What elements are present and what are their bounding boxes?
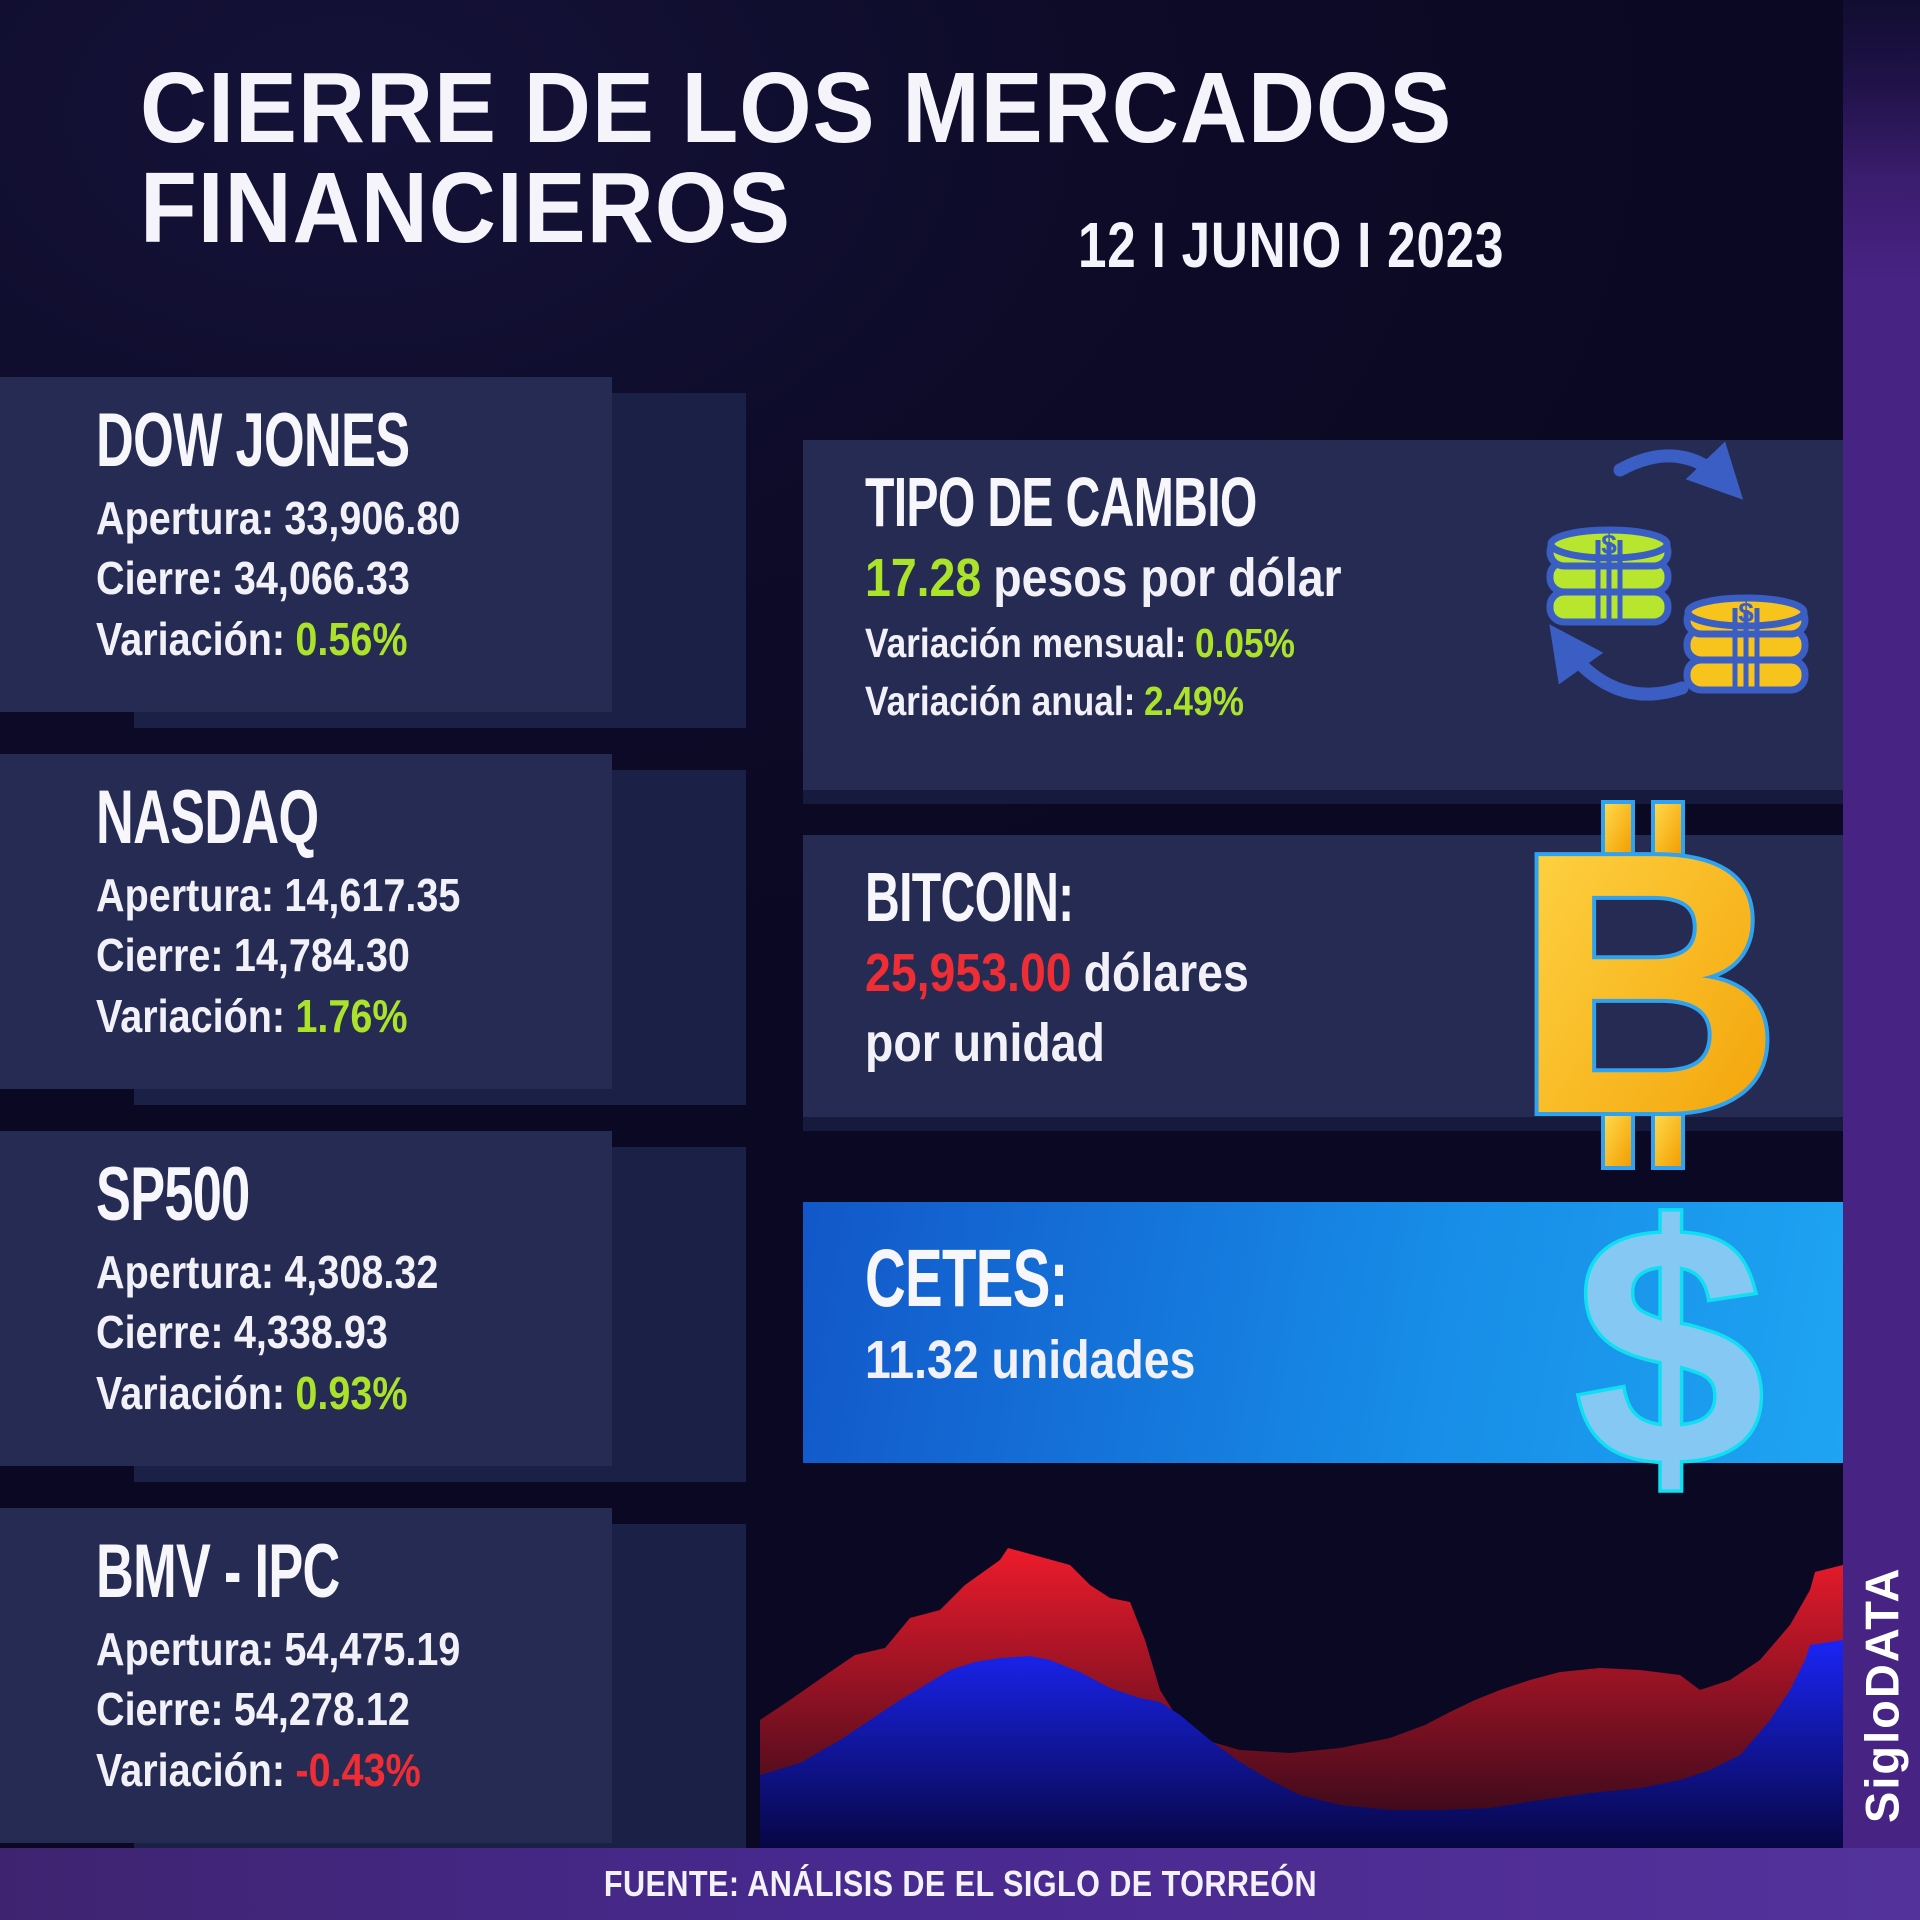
- bitcoin-unit-line: por unidad: [865, 1012, 1105, 1073]
- exchange-rate-suffix: pesos por dólar: [993, 547, 1342, 608]
- line-label: Cierre:: [96, 552, 224, 605]
- line-value: 14,784.30: [233, 929, 410, 982]
- dollar-icon: $: [1572, 1168, 1768, 1498]
- bitcoin-icon: B: [1510, 800, 1786, 1170]
- index-close-line: Cierre: 34,066.33: [96, 553, 708, 605]
- line-value: 2.49%: [1144, 677, 1245, 724]
- line-label: Apertura:: [96, 868, 275, 921]
- line-label: Apertura:: [96, 1622, 275, 1675]
- line-label: Variación mensual:: [865, 619, 1187, 666]
- line-label: Cierre:: [96, 929, 224, 982]
- page-title: CIERRE DE LOS MERCADOS FINANCIEROS: [140, 58, 1551, 258]
- market-trend-area-chart: [760, 1548, 1843, 1850]
- index-variation-line: Variación: 0.56%: [96, 612, 708, 666]
- yellow-coin-stack: $: [1683, 594, 1809, 694]
- index-name: SP500: [96, 1152, 250, 1237]
- index-card-sp500: SP500 Apertura: 4,308.32 Cierre: 4,338.93 …: [0, 1131, 612, 1466]
- bitcoin-title: BITCOIN:: [865, 858, 1074, 936]
- siglodata-watermark: SigloDATA: [1855, 1566, 1909, 1824]
- page-title-line2: FINANCIEROS: [140, 152, 791, 264]
- index-name: DOW JONES: [96, 398, 410, 483]
- coins-exchange-icon: $ $: [1546, 441, 1809, 701]
- index-open-line: Apertura: 33,906.80: [96, 491, 708, 545]
- line-value: 4,308.32: [284, 1245, 439, 1298]
- footer-bar: FUENTE: ANÁLISIS DE EL SIGLO DE TORREÓN: [0, 1848, 1920, 1920]
- line-label: Cierre:: [96, 1306, 224, 1359]
- index-name: BMV - IPC: [96, 1529, 340, 1614]
- index-variation-line: Variación: -0.43%: [96, 1743, 708, 1797]
- index-card-dow-jones: DOW JONES Apertura: 33,906.80 Cierre: 34,0…: [0, 377, 612, 712]
- svg-text:$: $: [1601, 529, 1617, 560]
- index-open-line: Apertura: 14,617.35: [96, 868, 708, 922]
- exchange-rate-line: 17.28 pesos por dólar: [865, 548, 1905, 608]
- chart-blue-series: [760, 1640, 1843, 1850]
- line-value: 4,338.93: [233, 1306, 388, 1359]
- source-credit: FUENTE: ANÁLISIS DE EL SIGLO DE TORREÓN: [603, 1863, 1317, 1904]
- variation-value: -0.43%: [295, 1743, 421, 1796]
- exchange-rate-value: 17.28: [865, 547, 982, 608]
- line-label: Apertura:: [96, 1245, 275, 1298]
- index-variation-line: Variación: 0.93%: [96, 1366, 708, 1420]
- line-value: 14,617.35: [284, 868, 461, 921]
- report-date: 12 I JUNIO I 2023: [1078, 209, 1505, 281]
- line-label: Apertura:: [96, 491, 275, 544]
- line-value: 0.05%: [1194, 619, 1295, 666]
- bitcoin-panel: BITCOIN: 25,953.00 dólares por unidad: [803, 835, 1843, 1117]
- exchange-title: TIPO DE CAMBIO: [865, 463, 1257, 541]
- index-card-nasdaq: NASDAQ Apertura: 14,617.35 Cierre: 14,784.…: [0, 754, 612, 1089]
- bitcoin-price-value: 25,953.00: [865, 942, 1072, 1003]
- index-variation-line: Variación: 1.76%: [96, 989, 708, 1043]
- line-value: 54,475.19: [284, 1622, 461, 1675]
- index-open-line: Apertura: 54,475.19: [96, 1622, 708, 1676]
- line-value: 33,906.80: [284, 491, 461, 544]
- line-label: Variación:: [96, 989, 286, 1042]
- cetes-panel: CETES: 11.32 unidades: [803, 1202, 1843, 1463]
- exchange-annual-line: Variación anual: 2.49%: [865, 676, 1905, 726]
- green-coin-stack: $: [1546, 526, 1672, 626]
- index-open-line: Apertura: 4,308.32: [96, 1245, 708, 1299]
- cetes-title: CETES:: [865, 1233, 1068, 1324]
- line-label: Variación anual:: [865, 677, 1136, 724]
- variation-value: 0.56%: [295, 612, 408, 665]
- line-value: 34,066.33: [233, 552, 410, 605]
- bitcoin-price-suffix: dólares: [1083, 942, 1249, 1003]
- index-close-line: Cierre: 54,278.12: [96, 1684, 708, 1736]
- right-rail: [1843, 0, 1920, 1848]
- line-label: Variación:: [96, 1743, 286, 1796]
- line-label: Cierre:: [96, 1683, 224, 1736]
- line-value: 54,278.12: [233, 1683, 410, 1736]
- svg-text:$: $: [1575, 1168, 1764, 1498]
- bitcoin-price-line: 25,953.00 dólares: [865, 943, 1905, 1003]
- variation-value: 0.93%: [295, 1366, 408, 1419]
- line-label: Variación:: [96, 1366, 286, 1419]
- index-close-line: Cierre: 14,784.30: [96, 930, 708, 982]
- index-close-line: Cierre: 4,338.93: [96, 1307, 708, 1359]
- index-name: NASDAQ: [96, 775, 319, 860]
- index-card-bmv-ipc: BMV - IPC Apertura: 54,475.19 Cierre: 54,2…: [0, 1508, 612, 1843]
- exchange-monthly-line: Variación mensual: 0.05%: [865, 618, 1905, 668]
- page-title-line1: CIERRE DE LOS MERCADOS: [140, 52, 1453, 164]
- cetes-value-line: 11.32 unidades: [865, 1330, 1196, 1391]
- variation-value: 1.76%: [295, 989, 408, 1042]
- svg-text:B: B: [1514, 800, 1783, 1170]
- svg-text:$: $: [1738, 597, 1754, 628]
- line-label: Variación:: [96, 612, 286, 665]
